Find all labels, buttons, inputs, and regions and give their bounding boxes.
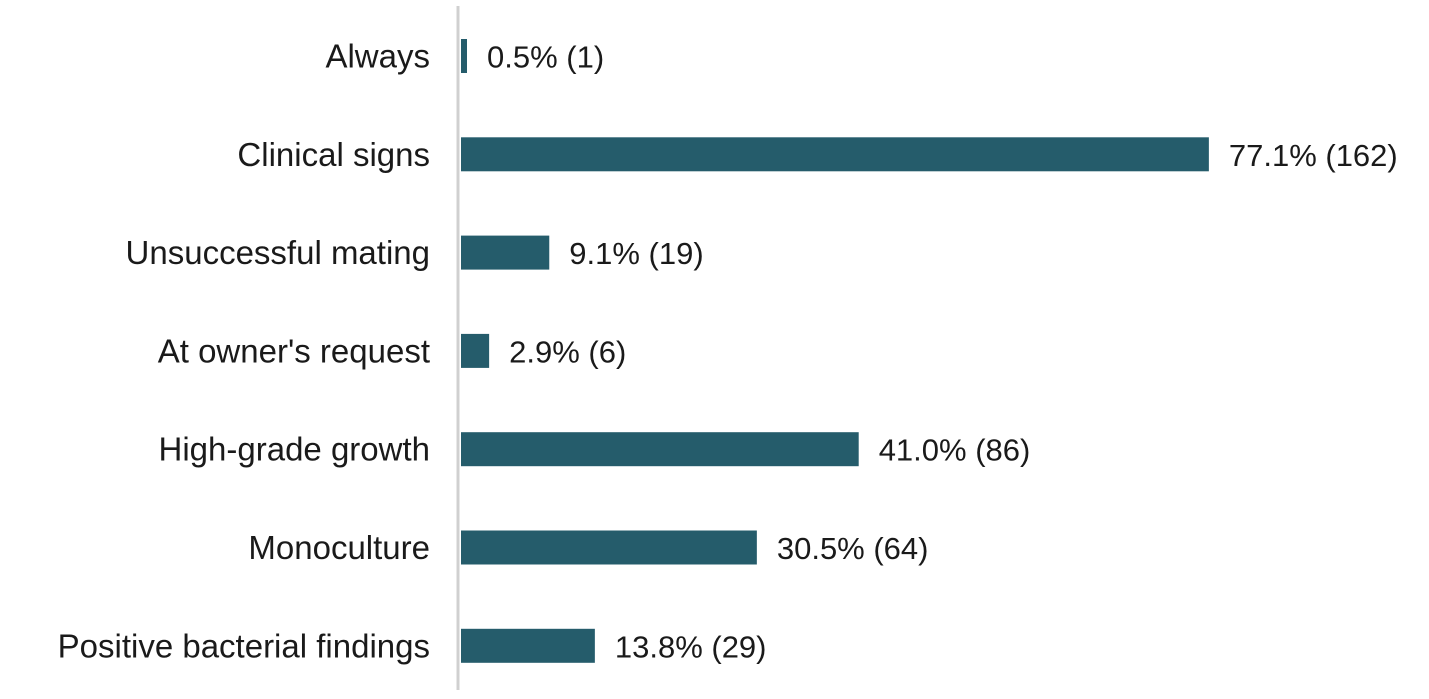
category-label-always: Always [325, 38, 430, 75]
category-label-unsuccessful-mating: Unsuccessful mating [126, 234, 430, 271]
bar-always [461, 39, 467, 73]
category-label-positive-bacterial-findings: Positive bacterial findings [58, 627, 430, 664]
data-label-at-owner-s-request: 2.9% (6) [509, 334, 626, 369]
category-label-high-grade-growth: High-grade growth [159, 431, 430, 468]
bar-high-grade-growth [461, 432, 859, 467]
data-label-positive-bacterial-findings: 13.8% (29) [615, 629, 767, 664]
data-label-clinical-signs: 77.1% (162) [1229, 138, 1398, 173]
bar-at-owner-s-request [461, 333, 490, 368]
category-label-at-owner-s-request: At owner's request [158, 332, 430, 369]
bar-positive-bacterial-findings [461, 628, 595, 663]
bar-unsuccessful-mating [461, 235, 550, 270]
data-label-high-grade-growth: 41.0% (86) [879, 433, 1031, 468]
bars-layer [461, 39, 1209, 663]
bar-monoculture [461, 530, 757, 565]
data-labels: 0.5% (1) 77.1% (162) 9.1% (19) 2.9% (6) 41.0… [487, 40, 1398, 665]
data-label-always: 0.5% (1) [487, 40, 604, 75]
data-label-unsuccessful-mating: 9.1% (19) [569, 236, 703, 271]
data-label-monoculture: 30.5% (64) [777, 531, 929, 566]
category-labels: Always Clinical signs Unsuccessful mating A… [58, 38, 430, 665]
bar-clinical-signs [461, 137, 1209, 172]
category-label-clinical-signs: Clinical signs [237, 136, 430, 173]
category-label-monoculture: Monoculture [248, 529, 430, 566]
